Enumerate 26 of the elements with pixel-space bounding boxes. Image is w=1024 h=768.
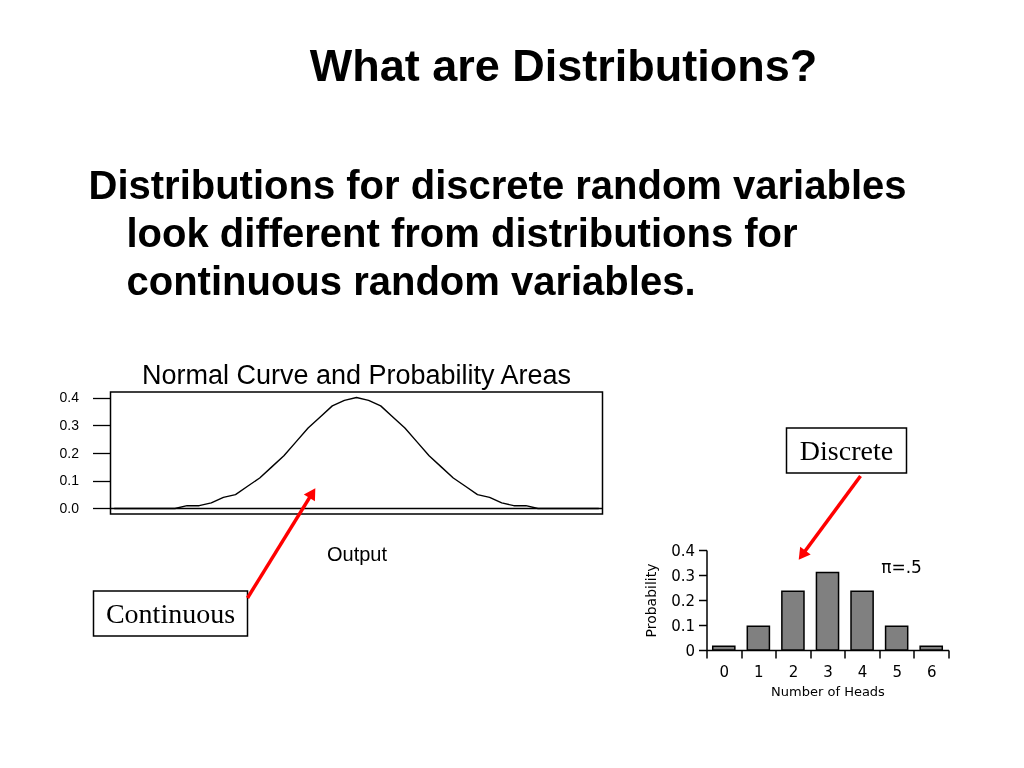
y-tick-label: 0.4 [59, 389, 80, 406]
y-tick-label: 0.2 [59, 444, 80, 461]
y-tick-label: 0.4 [671, 541, 695, 560]
x-tick-label: 0 [719, 662, 730, 681]
x-tick-label: 4 [857, 662, 868, 681]
text: Distributions for discrete random variables look different from distributions for continuous random variables. [88, 163, 907, 303]
x-tick-label: 2 [788, 662, 799, 681]
x-tick-label: 5 [892, 662, 902, 681]
x-tick-label: 3 [823, 662, 833, 681]
chart-title: Normal Curve and Probability Areas [141, 359, 572, 390]
y-axis-title: Probability [643, 563, 660, 638]
y-tick-label: 0.3 [671, 566, 695, 585]
y-tick-label: 0.1 [59, 472, 80, 489]
x-axis-title: Output [326, 542, 388, 565]
y-tick-label: 0.3 [59, 416, 80, 433]
annotation: π=.5 [881, 557, 922, 577]
x-axis-title: Number of Heads [771, 683, 886, 699]
text: Continuous [105, 597, 236, 629]
y-tick-label: 0 [685, 641, 695, 660]
y-tick-label: 0.0 [59, 499, 80, 516]
x-tick-label: 6 [926, 662, 937, 681]
y-tick-label: 0.1 [671, 616, 695, 635]
text: What are Distributions? [309, 40, 818, 91]
text: Discrete [799, 434, 894, 466]
y-tick-label: 0.2 [671, 591, 695, 610]
x-tick-label: 1 [754, 662, 764, 681]
